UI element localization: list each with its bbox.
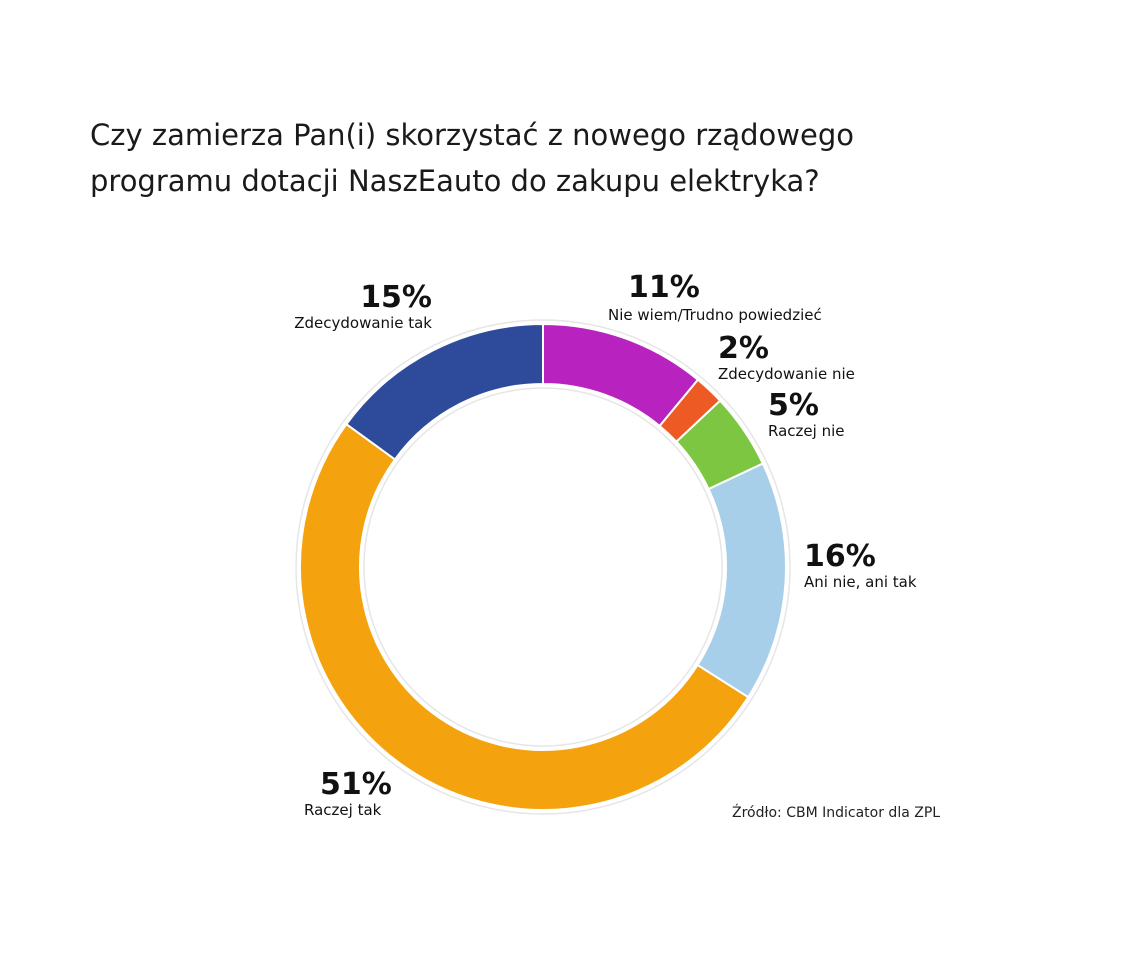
slice-value-label: 16%: [804, 539, 876, 574]
donut-slice-zdecydowanie-tak: [345, 322, 544, 461]
slice-value-label: 51%: [320, 767, 392, 802]
slice-name-label: Raczej nie: [768, 422, 845, 440]
donut-slice-ani-nie-ani-tak: [696, 462, 787, 699]
slice-value-label: 11%: [628, 270, 700, 305]
chart-title-line-1: Czy zamierza Pan(i) skorzystać z nowego …: [90, 118, 854, 152]
slice-value-label: 15%: [360, 280, 432, 315]
chart-title-line-2: programu dotacji NaszEauto do zakupu ele…: [90, 164, 820, 198]
slice-value-label: 2%: [718, 331, 769, 366]
slice-name-label: Nie wiem/Trudno powiedzieć: [608, 306, 822, 324]
slice-name-label: Raczej tak: [304, 801, 382, 819]
inner-ring: [363, 387, 723, 747]
slice-name-label: Zdecydowanie tak: [294, 314, 432, 332]
slice-value-label: 5%: [768, 388, 819, 423]
label-zdecydowanie-tak: 15% Zdecydowanie tak: [280, 280, 432, 333]
donut-slice-raczej-tak: [299, 422, 750, 811]
label-ani-nie-ani-tak: 16% Ani nie, ani tak: [804, 539, 917, 592]
chart-title: Czy zamierza Pan(i) skorzystać z nowego …: [90, 112, 854, 204]
slice-name-label: Zdecydowanie nie: [718, 365, 855, 383]
slice-name-label: Ani nie, ani tak: [804, 573, 917, 591]
label-zdecydowanie-nie: 2% Zdecydowanie nie: [718, 331, 855, 384]
label-raczej-tak: 51% Raczej tak: [304, 767, 392, 820]
outer-ring: [295, 319, 791, 815]
label-raczej-nie: 5% Raczej nie: [768, 388, 845, 441]
source-note: Źródło: CBM Indicator dla ZPL: [732, 805, 941, 821]
label-nie-wiem: 11% Nie wiem/Trudno powiedzieć: [608, 270, 858, 325]
